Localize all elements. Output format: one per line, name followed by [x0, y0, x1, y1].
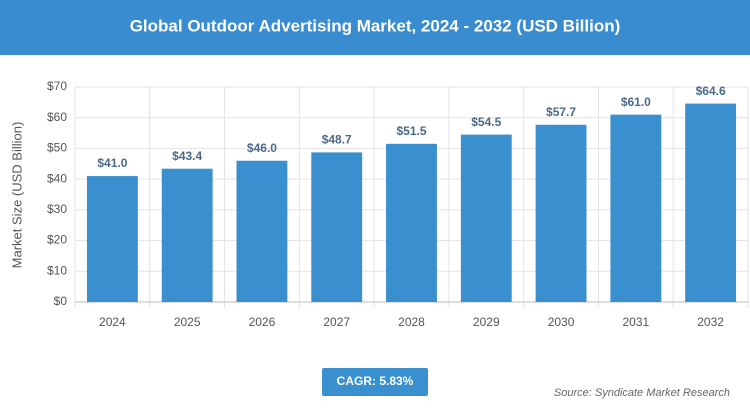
chart-title: Global Outdoor Advertising Market, 2024 … [130, 16, 621, 35]
data-label: $43.4 [172, 149, 202, 163]
y-tick-label: $50 [47, 141, 67, 155]
y-tick-label: $30 [47, 202, 67, 216]
bar [86, 176, 138, 302]
bar [311, 152, 363, 302]
x-tick-label: 2026 [249, 315, 276, 329]
x-tick-label: 2027 [323, 315, 350, 329]
data-label: $46.0 [247, 141, 277, 155]
y-tick-label: $20 [47, 233, 67, 247]
x-tick-label: 2031 [622, 315, 649, 329]
y-tick-label: $40 [47, 171, 67, 185]
y-tick-label: $10 [47, 263, 67, 277]
bar [161, 168, 213, 302]
cagr-badge [322, 368, 428, 396]
data-label: $64.6 [696, 84, 726, 98]
cagr-label: CAGR: 5.83% [337, 374, 414, 388]
y-tick-label: $60 [47, 110, 67, 124]
x-tick-label: 2032 [697, 315, 724, 329]
bar [610, 114, 662, 303]
data-label: $57.7 [546, 105, 576, 119]
x-tick-label: 2029 [473, 315, 500, 329]
source-note: Source: Syndicate Market Research [554, 387, 730, 399]
y-axis-label: Market Size (USD Billion) [9, 122, 24, 269]
data-label: $54.5 [471, 115, 501, 129]
bar [460, 134, 512, 302]
x-tick-label: 2025 [174, 315, 201, 329]
data-label: $48.7 [322, 133, 352, 147]
y-tick-label: $0 [54, 294, 68, 308]
bar [236, 160, 288, 302]
bar [535, 124, 587, 303]
data-label: $61.0 [621, 95, 651, 109]
header-band [0, 0, 750, 55]
data-label: $41.0 [97, 156, 127, 170]
bar [386, 143, 437, 302]
y-tick-label: $70 [47, 79, 67, 93]
x-tick-label: 2030 [548, 315, 575, 329]
bar [685, 103, 737, 302]
data-label: $51.5 [396, 124, 426, 138]
x-tick-label: 2024 [99, 315, 126, 329]
x-tick-label: 2028 [398, 315, 425, 329]
